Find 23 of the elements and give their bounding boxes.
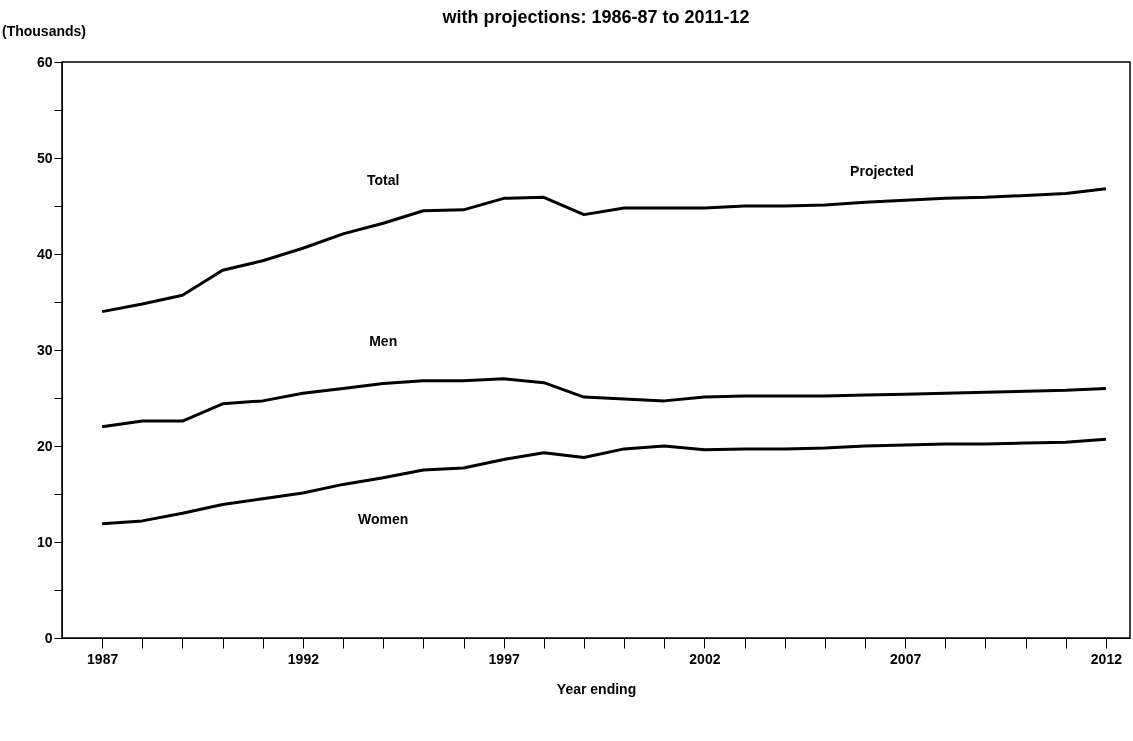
annotation: Projected xyxy=(850,163,914,179)
text: Women xyxy=(358,510,409,527)
text: Men xyxy=(369,332,398,349)
y-tick-label: 60 xyxy=(36,53,53,70)
line-series xyxy=(100,187,1108,314)
line-series xyxy=(100,377,1108,429)
x-tick-label: 2007 xyxy=(890,650,922,667)
chart-title: with projections: 1986-87 to 2011-12 xyxy=(441,7,750,27)
y-tick-label: 10 xyxy=(36,533,53,550)
y-tick-label: 40 xyxy=(36,245,53,262)
x-axis-title: Year ending xyxy=(556,680,637,697)
y-tick-label: 50 xyxy=(36,149,53,166)
y-tick-label: 30 xyxy=(36,341,53,358)
line-series xyxy=(100,437,1108,526)
x-tick-label: 1997 xyxy=(488,650,520,667)
x-tick-label: 1987 xyxy=(87,650,119,667)
y-axis-title: (Thousands) xyxy=(2,23,86,39)
x-tick-label: 2002 xyxy=(689,650,721,667)
y-tick-label: 0 xyxy=(44,629,53,646)
y-tick-label: 20 xyxy=(36,437,53,454)
text: Total xyxy=(367,172,400,189)
x-tick-label: 2012 xyxy=(1090,650,1123,667)
x-tick-label: 1992 xyxy=(287,650,320,667)
